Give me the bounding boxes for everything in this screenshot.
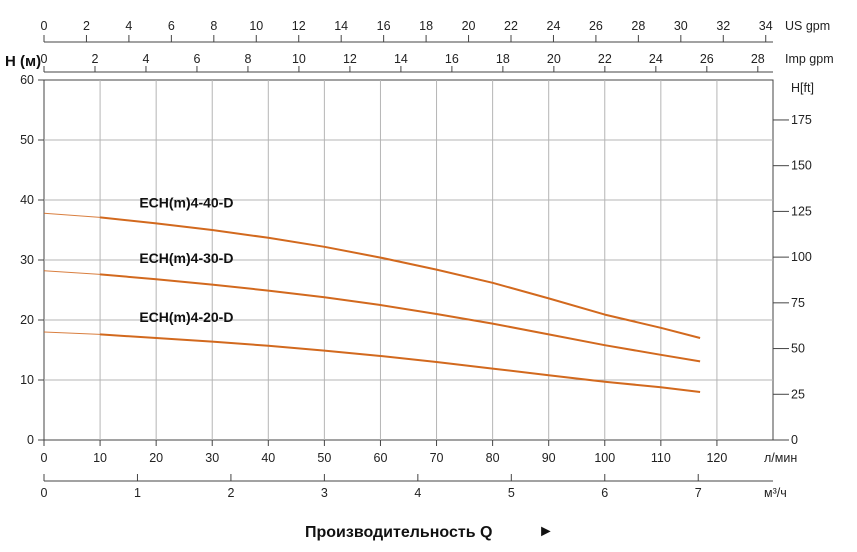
y-right-tick-label: 175 — [791, 113, 812, 127]
y-axis-label: H (м) — [5, 53, 41, 70]
x-lmin-unit-label: л/мин — [764, 451, 797, 465]
x-lmin-tick-label: 70 — [430, 451, 444, 465]
x-usgpm-tick-label: 24 — [547, 19, 561, 33]
series-line-2 — [100, 333, 701, 393]
x-m3h-tick-label: 5 — [508, 486, 515, 500]
x-usgpm-tick-label: 12 — [292, 19, 306, 33]
x-impgpm-tick-label: 28 — [751, 52, 765, 66]
x-m3h-tick-label: 4 — [414, 486, 421, 500]
y-right-tick-label: 25 — [791, 387, 805, 401]
x-lmin-tick-label: 120 — [706, 451, 727, 465]
x-usgpm-tick-label: 16 — [377, 19, 391, 33]
x-impgpm-tick-label: 0 — [41, 52, 48, 66]
x-impgpm-tick-label: 24 — [649, 52, 663, 66]
x-lmin-tick-label: 20 — [149, 451, 163, 465]
x-usgpm-tick-label: 34 — [759, 19, 773, 33]
x-usgpm-tick-label: 4 — [125, 19, 132, 33]
series-label-1: ECH(m)4-30-D — [139, 250, 233, 266]
x-usgpm-tick-label: 26 — [589, 19, 603, 33]
axes — [38, 35, 789, 482]
series-label-2: ECH(m)4-20-D — [139, 309, 233, 325]
x-lmin-tick-label: 80 — [486, 451, 500, 465]
x-usgpm-tick-label: 32 — [716, 19, 730, 33]
x-m3h-tick-label: 1 — [134, 486, 141, 500]
series-label-0: ECH(m)4-40-D — [139, 194, 233, 210]
x-lmin-tick-label: 10 — [93, 451, 107, 465]
x-impgpm-tick-label: 8 — [244, 52, 251, 66]
x-m3h-unit-label: м³/ч — [764, 486, 787, 500]
x-usgpm-tick-label: 2 — [83, 19, 90, 33]
x-lmin-tick-label: 100 — [594, 451, 615, 465]
x-impgpm-tick-label: 4 — [142, 52, 149, 66]
y-right-tick-label: 150 — [791, 159, 812, 173]
x-m3h-tick-label: 6 — [601, 486, 608, 500]
x-m3h-tick-label: 0 — [41, 486, 48, 500]
x-usgpm-tick-label: 28 — [631, 19, 645, 33]
x-axis-title-arrow: ► — [538, 523, 554, 540]
x-lmin-tick-label: 50 — [317, 451, 331, 465]
x-usgpm-tick-label: 8 — [210, 19, 217, 33]
x-m3h-tick-label: 7 — [695, 486, 702, 500]
x-lmin-tick-label: 30 — [205, 451, 219, 465]
x-lmin-tick-label: 40 — [261, 451, 275, 465]
x-impgpm-tick-label: 16 — [445, 52, 459, 66]
y-right-tick-label: 50 — [791, 342, 805, 356]
grid — [43, 79, 774, 441]
x-usgpm-tick-label: 30 — [674, 19, 688, 33]
x-usgpm-tick-label: 22 — [504, 19, 518, 33]
x-axis-title: Производительность Q — [305, 524, 492, 541]
x-impgpm-tick-label: 20 — [547, 52, 561, 66]
y-right-tick-label: 125 — [791, 204, 812, 218]
x-usgpm-tick-label: 6 — [168, 19, 175, 33]
x-m3h-tick-label: 3 — [321, 486, 328, 500]
y-tick-label: 20 — [20, 313, 34, 327]
x-usgpm-tick-label: 14 — [334, 19, 348, 33]
x-impgpm-tick-label: 10 — [292, 52, 306, 66]
x-impgpm-tick-label: 14 — [394, 52, 408, 66]
series-line-1 — [100, 273, 701, 363]
x-lmin-tick-label: 90 — [542, 451, 556, 465]
y-tick-label: 50 — [20, 133, 34, 147]
x-impgpm-tick-label: 12 — [343, 52, 357, 66]
y-right-tick-label: 0 — [791, 433, 798, 447]
y-tick-label: 30 — [20, 253, 34, 267]
y-tick-label: 60 — [20, 73, 34, 87]
x-usgpm-tick-label: 18 — [419, 19, 433, 33]
curves — [43, 212, 701, 393]
x-m3h-tick-label: 2 — [227, 486, 234, 500]
x-usgpm-unit-label: US gpm — [785, 19, 830, 33]
y-right-tick-label: 75 — [791, 296, 805, 310]
y-tick-label: 10 — [20, 373, 34, 387]
series-line-0 — [99, 216, 701, 339]
x-usgpm-tick-label: 10 — [249, 19, 263, 33]
x-impgpm-tick-label: 2 — [92, 52, 99, 66]
x-lmin-tick-label: 60 — [374, 451, 388, 465]
x-usgpm-tick-label: 0 — [41, 19, 48, 33]
x-usgpm-tick-label: 20 — [462, 19, 476, 33]
x-impgpm-tick-label: 6 — [193, 52, 200, 66]
y-tick-label: 0 — [27, 433, 34, 447]
x-lmin-tick-label: 0 — [41, 451, 48, 465]
y-right-tick-label: 100 — [791, 250, 812, 264]
x-impgpm-tick-label: 18 — [496, 52, 510, 66]
x-impgpm-tick-label: 26 — [700, 52, 714, 66]
x-impgpm-tick-label: 22 — [598, 52, 612, 66]
x-impgpm-unit-label: Imp gpm — [785, 52, 834, 66]
y-tick-label: 40 — [20, 193, 34, 207]
y-right-axis-label: H[ft] — [791, 81, 814, 95]
x-lmin-tick-label: 110 — [651, 451, 671, 465]
